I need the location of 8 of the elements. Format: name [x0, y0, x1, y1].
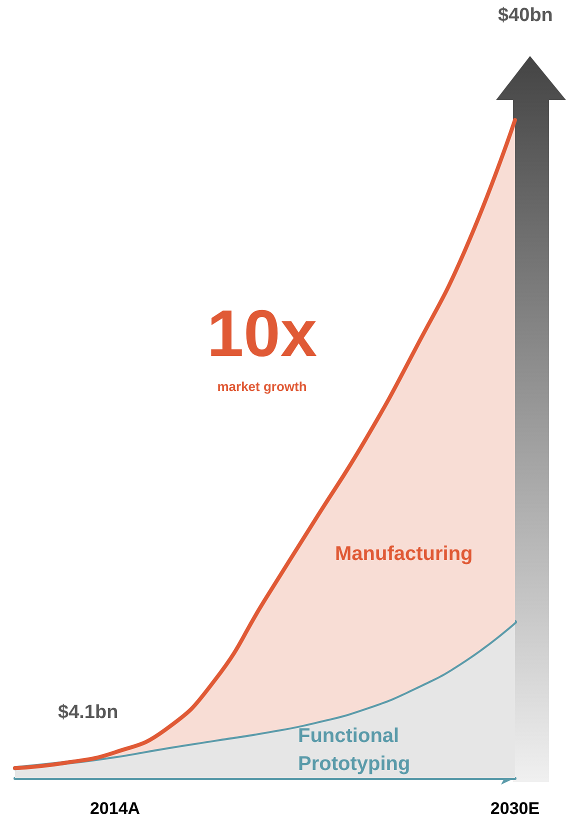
series-label: Manufacturing	[335, 543, 473, 565]
x-tick-label: 2030E	[490, 799, 540, 818]
annotation: $4.1bn	[58, 702, 118, 723]
x-tick-label: 2014A	[90, 799, 140, 818]
text: $40bn	[498, 5, 553, 26]
annotation: 10x	[206, 296, 318, 370]
series-label: Functional Prototyping	[298, 725, 410, 775]
annotation: market growth	[217, 379, 307, 394]
